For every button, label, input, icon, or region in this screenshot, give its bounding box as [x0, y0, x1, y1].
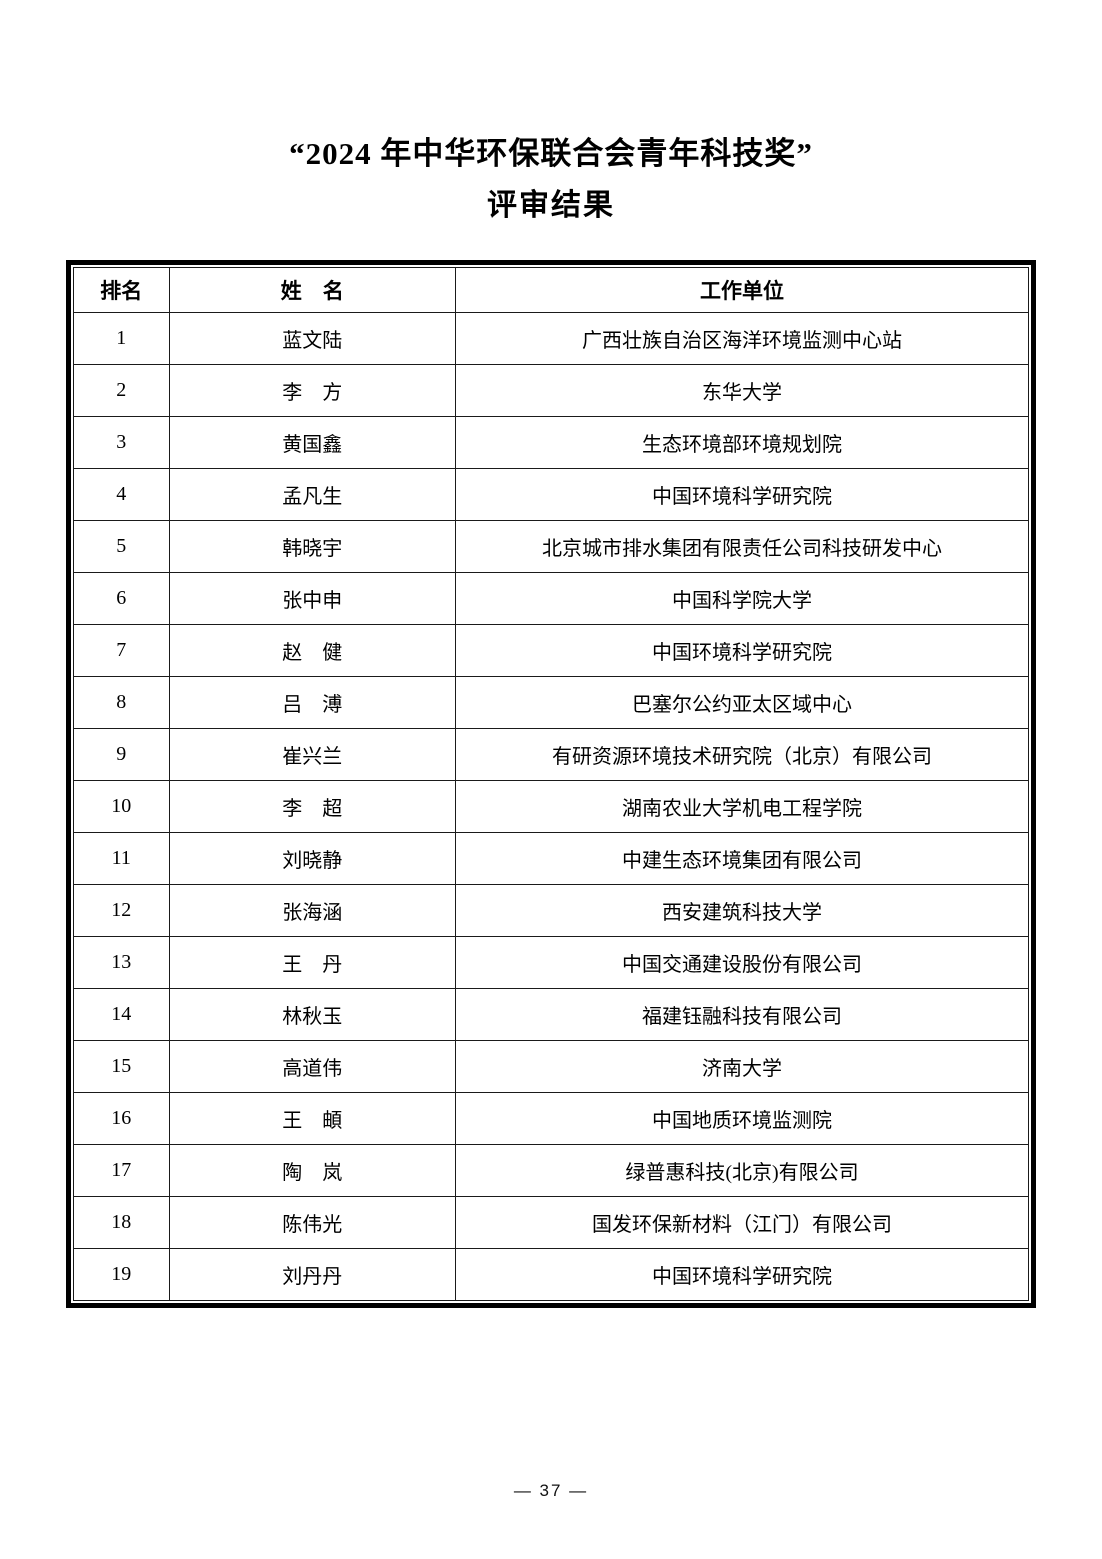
name-cell: 李 方 — [168, 364, 456, 417]
name-cell: 赵 健 — [168, 624, 456, 677]
table-row: 6 张中申 中国科学院大学 — [73, 572, 1029, 625]
unit-cell: 东华大学 — [455, 364, 1029, 417]
rank-cell: 10 — [73, 780, 170, 833]
unit-cell: 中建生态环境集团有限公司 — [455, 832, 1029, 885]
rank-cell: 18 — [73, 1196, 170, 1249]
unit-cell: 广西壮族自治区海洋环境监测中心站 — [455, 312, 1029, 365]
name-cell: 崔兴兰 — [168, 728, 456, 781]
header-name: 姓 名 — [168, 267, 456, 313]
rank-cell: 16 — [73, 1092, 170, 1145]
rank-cell: 5 — [73, 520, 170, 573]
rank-cell: 19 — [73, 1248, 170, 1301]
table-row: 5 韩晓宇 北京城市排水集团有限责任公司科技研发中心 — [73, 520, 1029, 573]
rank-cell: 17 — [73, 1144, 170, 1197]
unit-cell: 国发环保新材料（江门）有限公司 — [455, 1196, 1029, 1249]
table-row: 13 王 丹 中国交通建设股份有限公司 — [73, 936, 1029, 989]
header-rank: 排名 — [73, 267, 170, 313]
rank-cell: 9 — [73, 728, 170, 781]
table-row: 4 孟凡生 中国环境科学研究院 — [73, 468, 1029, 521]
table-row: 11 刘晓静 中建生态环境集团有限公司 — [73, 832, 1029, 885]
name-cell: 张中申 — [168, 572, 456, 625]
name-cell: 蓝文陆 — [168, 312, 456, 365]
name-cell: 张海涵 — [168, 884, 456, 937]
name-cell: 王 丹 — [168, 936, 456, 989]
rank-cell: 4 — [73, 468, 170, 521]
results-table-frame: 排名 姓 名 工作单位 1 蓝文陆 广西壮族自治区海洋环境监测中心站 2 李 方… — [66, 260, 1036, 1308]
unit-cell: 湖南农业大学机电工程学院 — [455, 780, 1029, 833]
rank-cell: 8 — [73, 676, 170, 729]
name-cell: 刘丹丹 — [168, 1248, 456, 1301]
table-row: 2 李 方 东华大学 — [73, 364, 1029, 417]
document-title: “2024 年中华环保联合会青年科技奖” — [289, 136, 813, 171]
unit-cell: 中国环境科学研究院 — [455, 468, 1029, 521]
table-row: 7 赵 健 中国环境科学研究院 — [73, 624, 1029, 677]
rank-cell: 13 — [73, 936, 170, 989]
table-row: 15 高道伟 济南大学 — [73, 1040, 1029, 1093]
rank-cell: 14 — [73, 988, 170, 1041]
table-row: 19 刘丹丹 中国环境科学研究院 — [73, 1248, 1029, 1301]
table-row: 9 崔兴兰 有研资源环境技术研究院（北京）有限公司 — [73, 728, 1029, 781]
unit-cell: 北京城市排水集团有限责任公司科技研发中心 — [455, 520, 1029, 573]
unit-cell: 绿普惠科技(北京)有限公司 — [455, 1144, 1029, 1197]
name-cell: 陈伟光 — [168, 1196, 456, 1249]
document-subtitle: 评审结果 — [487, 189, 615, 222]
rank-cell: 11 — [73, 832, 170, 885]
unit-cell: 中国环境科学研究院 — [455, 1248, 1029, 1301]
unit-cell: 中国交通建设股份有限公司 — [455, 936, 1029, 989]
unit-cell: 中国地质环境监测院 — [455, 1092, 1029, 1145]
table-row: 1 蓝文陆 广西壮族自治区海洋环境监测中心站 — [73, 312, 1029, 365]
table-row: 10 李 超 湖南农业大学机电工程学院 — [73, 780, 1029, 833]
unit-cell: 生态环境部环境规划院 — [455, 416, 1029, 469]
unit-cell: 西安建筑科技大学 — [455, 884, 1029, 937]
name-cell: 李 超 — [168, 780, 456, 833]
name-cell: 高道伟 — [168, 1040, 456, 1093]
unit-cell: 中国科学院大学 — [455, 572, 1029, 625]
table-row: 17 陶 岚 绿普惠科技(北京)有限公司 — [73, 1144, 1029, 1197]
table-row: 18 陈伟光 国发环保新材料（江门）有限公司 — [73, 1196, 1029, 1249]
name-cell: 刘晓静 — [168, 832, 456, 885]
rank-cell: 3 — [73, 416, 170, 469]
results-table: 排名 姓 名 工作单位 1 蓝文陆 广西壮族自治区海洋环境监测中心站 2 李 方… — [73, 267, 1029, 1301]
name-cell: 陶 岚 — [168, 1144, 456, 1197]
table-row: 16 王 頔 中国地质环境监测院 — [73, 1092, 1029, 1145]
rank-cell: 2 — [73, 364, 170, 417]
rank-cell: 1 — [73, 312, 170, 365]
name-cell: 黄国鑫 — [168, 416, 456, 469]
unit-cell: 济南大学 — [455, 1040, 1029, 1093]
table-header-row: 排名 姓 名 工作单位 — [73, 267, 1029, 313]
name-cell: 孟凡生 — [168, 468, 456, 521]
unit-cell: 有研资源环境技术研究院（北京）有限公司 — [455, 728, 1029, 781]
header-unit: 工作单位 — [455, 267, 1029, 313]
name-cell: 吕 溥 — [168, 676, 456, 729]
unit-cell: 福建钰融科技有限公司 — [455, 988, 1029, 1041]
table-row: 3 黄国鑫 生态环境部环境规划院 — [73, 416, 1029, 469]
name-cell: 韩晓宇 — [168, 520, 456, 573]
unit-cell: 中国环境科学研究院 — [455, 624, 1029, 677]
rank-cell: 6 — [73, 572, 170, 625]
name-cell: 王 頔 — [168, 1092, 456, 1145]
table-row: 8 吕 溥 巴塞尔公约亚太区域中心 — [73, 676, 1029, 729]
page-number: — 37 — — [513, 1481, 589, 1500]
unit-cell: 巴塞尔公约亚太区域中心 — [455, 676, 1029, 729]
table-row: 14 林秋玉 福建钰融科技有限公司 — [73, 988, 1029, 1041]
rank-cell: 7 — [73, 624, 170, 677]
name-cell: 林秋玉 — [168, 988, 456, 1041]
rank-cell: 12 — [73, 884, 170, 937]
rank-cell: 15 — [73, 1040, 170, 1093]
table-row: 12 张海涵 西安建筑科技大学 — [73, 884, 1029, 937]
